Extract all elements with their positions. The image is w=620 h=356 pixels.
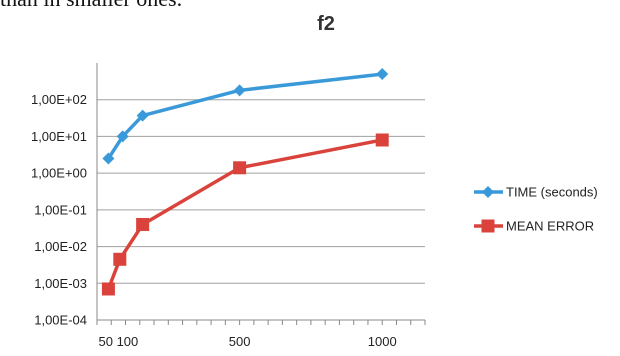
y-tick-label: 1,00E-01	[34, 202, 87, 217]
legend-marker	[481, 219, 495, 233]
x-axis-tick-labels: 50 100 500 1000	[99, 334, 397, 349]
data-point	[113, 252, 127, 266]
data-point	[376, 68, 389, 81]
legend-label: MEAN ERROR	[506, 219, 594, 234]
legend-marker	[482, 186, 494, 198]
legend-item: MEAN ERROR	[474, 219, 594, 234]
x-tick-label: 50 100	[99, 334, 139, 349]
series-2	[101, 133, 389, 296]
y-tick-label: 1,00E-02	[34, 239, 87, 254]
legend-item: TIME (seconds)	[474, 185, 598, 200]
data-point	[101, 282, 115, 296]
x-tick-label: 500	[229, 334, 251, 349]
data-point	[136, 217, 150, 231]
y-tick-label: 1,00E-04	[34, 313, 87, 328]
y-tick-label: 1,00E+02	[31, 92, 87, 107]
data-point	[116, 130, 129, 143]
x-tick-label: 1000	[368, 334, 397, 349]
series-line	[106, 72, 383, 160]
data-point	[102, 152, 115, 165]
series	[101, 68, 389, 296]
data-point	[233, 84, 246, 97]
y-tick-label: 1,00E+01	[31, 129, 87, 144]
legend: TIME (seconds) MEAN ERROR	[474, 185, 598, 234]
data-point	[136, 109, 149, 122]
data-point	[233, 161, 247, 175]
legend-label: TIME (seconds)	[506, 185, 598, 200]
series-1	[102, 68, 389, 165]
chart-title: f2	[317, 13, 335, 35]
y-axis-tick-labels: 1,00E-04 1,00E-03 1,00E-02 1,00E-01 1,00E+00…	[31, 92, 87, 327]
y-tick-label: 1,00E-03	[34, 276, 87, 291]
data-point	[375, 133, 389, 147]
gridlines	[97, 99, 425, 284]
axes	[96, 63, 426, 325]
preceding-text-fragment: than in smaller ones.	[0, 0, 182, 12]
y-tick-label: 1,00E+00	[31, 166, 87, 181]
